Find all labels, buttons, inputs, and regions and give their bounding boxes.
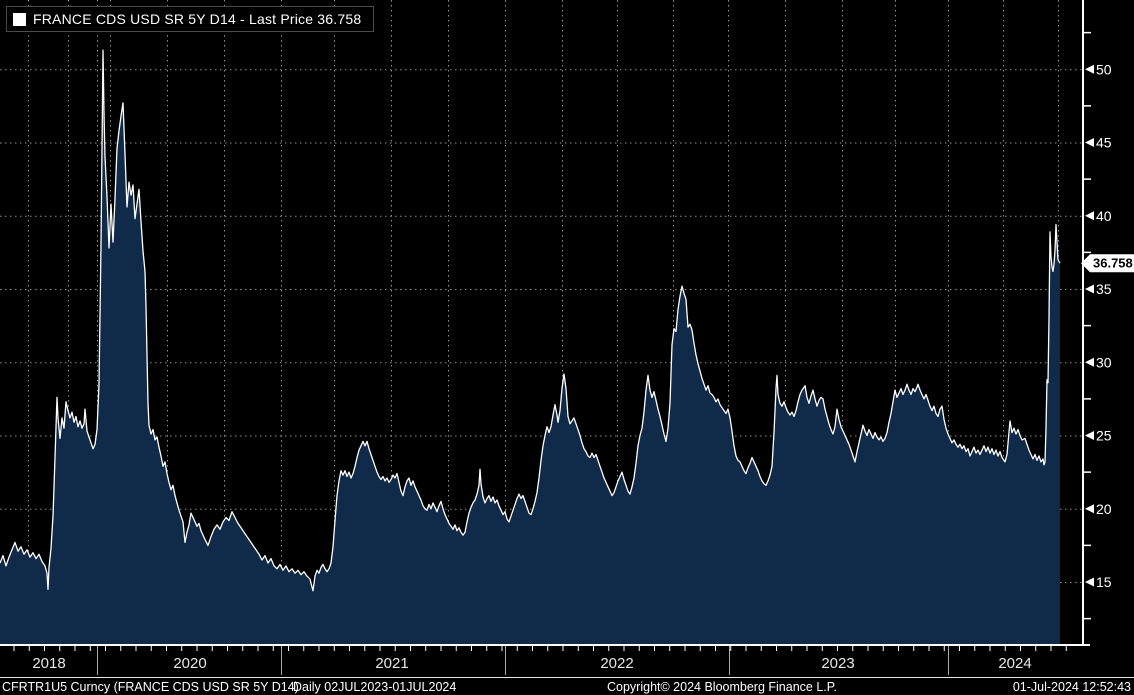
y-tick-arrow-icon [1085,284,1094,294]
chart-legend[interactable]: FRANCE CDS USD SR 5Y D14 - Last Price 36… [6,6,375,32]
y-tick-label: 50 [1096,61,1112,77]
y-tick-label: 25 [1096,428,1112,444]
last-price-text: 36.758 [1093,256,1133,271]
plot-area[interactable] [0,0,1083,645]
area-fill [0,50,1060,645]
status-bar: CFRTR1U5 Curncy (FRANCE CDS USD SR 5Y D1… [0,677,1134,695]
y-tick-arrow-icon [1085,211,1094,221]
y-tick-label: 35 [1096,281,1112,297]
y-tick-arrow-icon [1085,577,1094,587]
y-tick-arrow-icon [1085,504,1094,514]
y-tick-label: 40 [1096,208,1112,224]
y-tick-label: 20 [1096,501,1112,517]
year-label: 2021 [375,655,408,672]
y-tick-label: 15 [1096,574,1112,590]
last-price-badge [1081,254,1134,273]
price-line [0,49,1061,592]
y-tick-label: 30 [1096,354,1112,370]
period-range: Daily 02JUL2023-01JUL2024 [293,680,457,694]
y-tick-arrow-icon [1085,138,1094,147]
year-label: 2024 [998,655,1031,672]
y-tick-arrow-icon [1085,64,1094,74]
ticker-description: CFRTR1U5 Curncy (FRANCE CDS USD SR 5Y D1… [2,680,299,694]
year-label: 2020 [173,655,206,672]
timestamp: 01-Jul-2024 12:52:43 [1012,680,1131,694]
year-label: 2018 [32,655,65,672]
y-tick-arrow-icon [1085,357,1094,367]
series-marker-icon [13,12,26,26]
y-tick-label: 45 [1096,135,1112,151]
year-label: 2022 [600,655,633,672]
copyright-notice: Copyright© 2024 Bloomberg Finance L.P. [607,680,837,694]
legend-label: FRANCE CDS USD SR 5Y D14 - Last Price 36… [33,11,362,27]
year-label: 2023 [821,655,854,672]
y-tick-arrow-icon [1085,431,1094,440]
